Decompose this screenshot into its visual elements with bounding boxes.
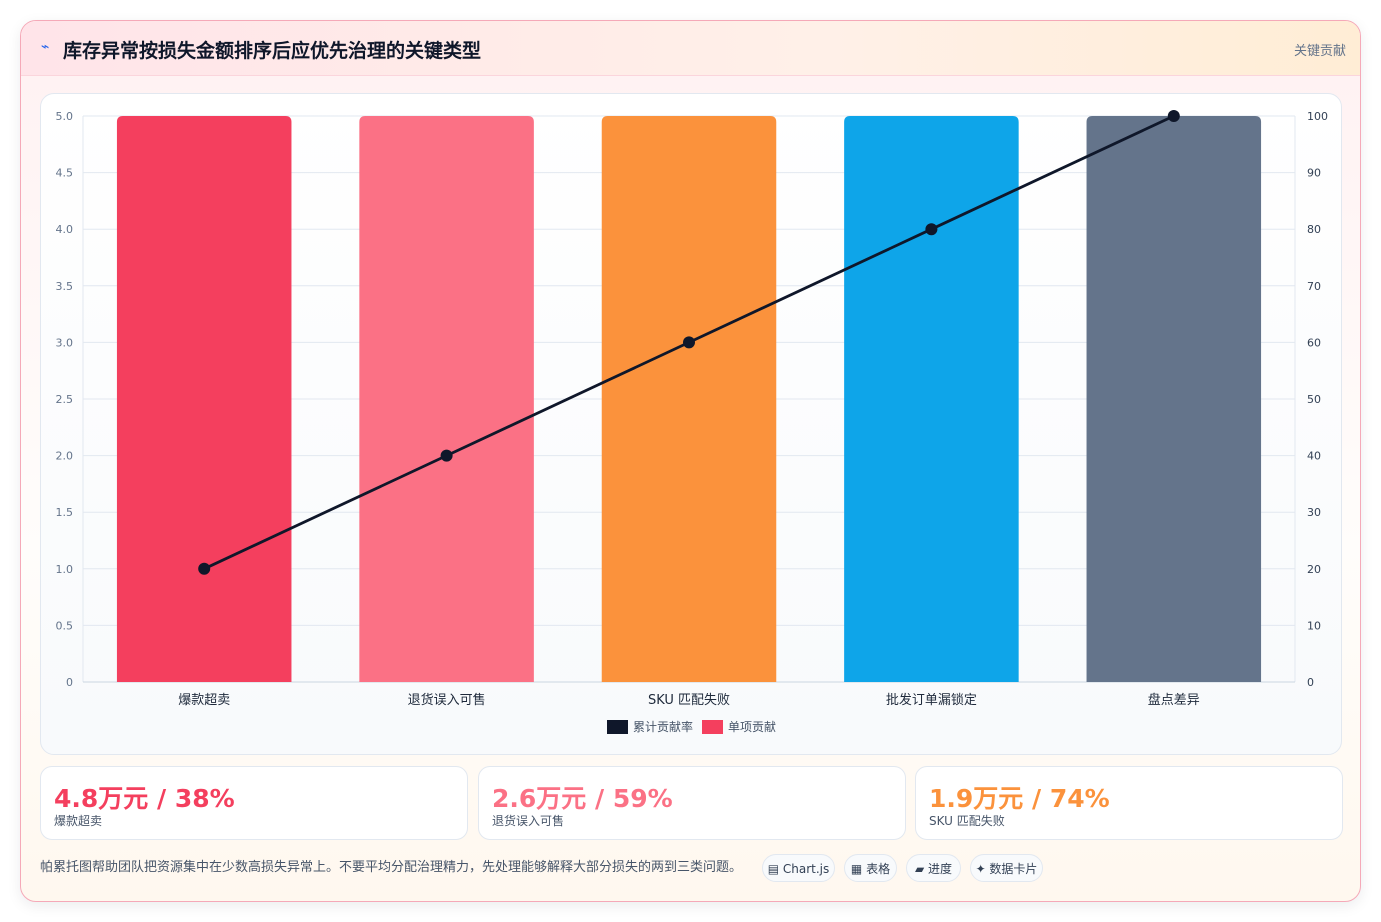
line-point [440,449,453,462]
line-point [925,223,938,236]
line-point [1167,110,1180,122]
pill-chartjs[interactable]: ▤ Chart.js [762,854,835,882]
y-left-tick-label: 0 [66,676,73,689]
stat-label: 退货误入可售 [492,814,565,828]
y-left-tick-label: 4.0 [56,223,74,236]
pulse-icon: ⌁ [41,39,50,55]
legend-label: 单项贡献 [728,719,776,734]
y-left-tick-label: 4.5 [56,167,74,180]
card-title: 库存异常按损失金额排序后应优先治理的关键类型 [63,40,482,62]
bar [359,116,534,682]
stat-label: SKU 匹配失败 [929,814,1005,828]
legend-swatch [607,720,628,734]
y-right-tick-label: 20 [1307,563,1321,576]
line-point [683,336,695,349]
y-left-tick-label: 2.0 [56,450,74,463]
x-tick-label: 盘点差异 [1148,692,1200,708]
chart-panel: 0 0.5 1.0 1.5 2.0 2.5 3.0 3.5 4.0 4.5 5.0 0 10 20 30 40… [40,93,1342,755]
x-tick-label: SKU 匹配失败 [648,693,730,708]
y-right-tick-label: 60 [1307,336,1321,349]
stat-card-3: 1.9万元 / 74% SKU 匹配失败 [915,766,1343,840]
bar [844,116,1019,682]
bar [601,116,777,682]
x-tick-label: 爆款超卖 [178,693,230,708]
y-left-tick-label: 2.5 [56,393,74,406]
pill-progress[interactable]: ▰ 进度 [906,854,961,882]
x-tick-label: 批发订单漏锁定 [886,692,977,708]
pill-table[interactable]: ▦ 表格 [844,854,897,882]
footer-description: 帕累托图帮助团队把资源集中在少数高损失异常上。不要平均分配治理精力，先处理能够解… [40,860,743,875]
y-right-tick-label: 0 [1307,676,1314,689]
stat-card-1: 4.8万元 / 38% 爆款超卖 [40,766,468,840]
y-right-tick-label: 50 [1307,393,1321,406]
pareto-chart: 0 0.5 1.0 1.5 2.0 2.5 3.0 3.5 4.0 4.5 5.0 0 10 20 30 40… [56,110,1328,734]
stat-card-2: 2.6万元 / 59% 退货误入可售 [478,766,906,840]
legend-swatch [702,720,723,734]
y-right-tick-label: 30 [1307,506,1321,519]
chart-card: ⌁ 库存异常按损失金额排序后应优先治理的关键类型 关键贡献 0 0.5 1.0 1.5… [20,20,1361,902]
y-left-tick-label: 3.0 [56,336,74,349]
x-tick-label: 退货误入可售 [408,692,486,708]
pill-data-card[interactable]: ✦ 数据卡片 [970,854,1043,882]
legend-label: 累计贡献率 [633,719,693,734]
y-left-tick-label: 1.5 [56,506,74,519]
stat-value: 1.9万元 / 74% [929,784,1110,813]
stat-value: 2.6万元 / 59% [492,784,673,813]
y-right-tick-label: 100 [1307,110,1328,123]
bar [116,116,292,682]
y-right-tick-label: 80 [1307,223,1321,236]
bar [1086,116,1262,682]
line-point [198,562,211,575]
header-tag: 关键贡献 [1293,44,1346,59]
y-right-tick-label: 90 [1307,167,1321,180]
stat-label: 爆款超卖 [54,814,103,828]
y-left-tick-label: 3.5 [56,280,74,293]
card-header: ⌁ 库存异常按损失金额排序后应优先治理的关键类型 关键贡献 [21,21,1360,76]
y-left-tick-label: 0.5 [56,619,74,632]
y-right-tick-label: 10 [1307,619,1321,632]
stat-value: 4.8万元 / 38% [54,784,235,813]
y-left-tick-label: 1.0 [56,563,74,576]
y-right-tick-label: 40 [1307,450,1321,463]
y-right-tick-label: 70 [1307,280,1321,293]
y-left-tick-label: 5.0 [56,110,74,123]
